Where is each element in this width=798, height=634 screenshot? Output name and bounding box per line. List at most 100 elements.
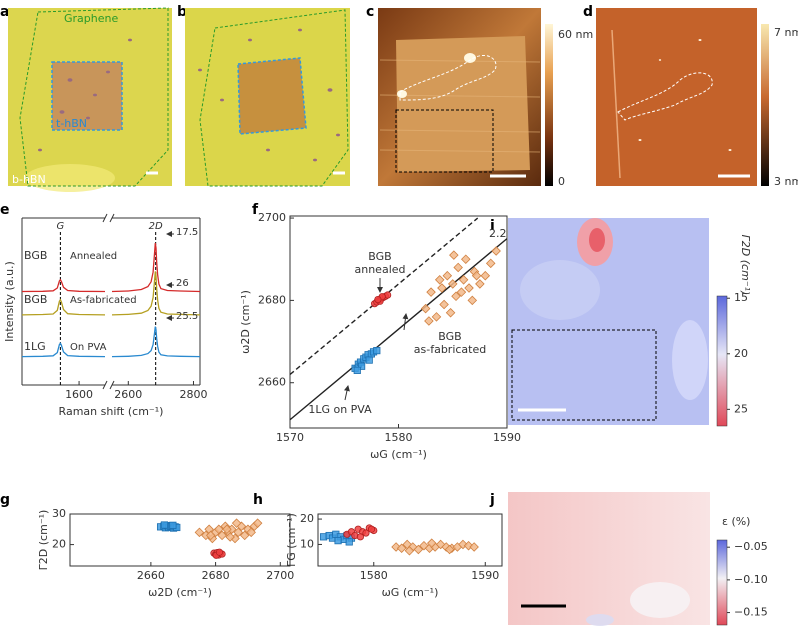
image-label: t-hBN [56, 117, 87, 130]
marker [391, 542, 401, 552]
series-label: BGB annealed [355, 250, 406, 276]
x-tick-label: 1600 [65, 388, 93, 401]
label-arrow [344, 385, 350, 401]
particle [266, 148, 270, 152]
spectrum-line [111, 326, 201, 358]
x-tick-label: 1580 [360, 569, 388, 582]
series-label: As-fabricated [70, 295, 137, 306]
glow [25, 164, 115, 192]
fwhm-label: 17.5 [176, 227, 198, 238]
marker [345, 538, 353, 546]
particle [93, 93, 97, 97]
marker [365, 356, 373, 364]
marker [225, 532, 235, 542]
sample-label: 1LG [24, 340, 46, 353]
sample-label: BGB [24, 249, 47, 262]
x-axis-label: ωG (cm⁻¹) [370, 448, 427, 461]
bubble-outline [617, 72, 713, 121]
series-label: On PVA [70, 342, 107, 353]
x-tick-label: 2800 [179, 388, 207, 401]
particle [198, 68, 202, 72]
marker [233, 527, 244, 538]
particle [59, 110, 65, 114]
series-label: 1LG on PVA [308, 403, 372, 416]
marker [222, 524, 232, 535]
peak-label: G [57, 221, 65, 232]
marker [449, 250, 459, 260]
marker [435, 539, 446, 550]
marker [194, 527, 205, 538]
marker [491, 246, 501, 256]
marker [413, 544, 424, 555]
marker [434, 275, 445, 285]
marker [480, 270, 491, 281]
marker [367, 525, 376, 533]
panel-label: f [252, 202, 259, 218]
marker [464, 283, 474, 293]
marker [444, 544, 455, 555]
sample-label: BGB [24, 293, 47, 306]
colorbar [716, 295, 728, 427]
colorbar-title: Γ2D (cm⁻¹) [739, 235, 752, 296]
fit-line [289, 238, 508, 421]
panel-label: i [490, 218, 495, 234]
colorbar-tick-label: 20 [734, 347, 748, 360]
spectrum-line [21, 278, 106, 293]
fwhm-label: 26 [176, 278, 189, 289]
image-label: Graphene [64, 12, 118, 25]
marker [231, 518, 242, 528]
marker [424, 316, 434, 326]
axis-break [102, 213, 108, 223]
marker [205, 530, 216, 541]
marker [442, 270, 453, 281]
marker [215, 548, 224, 556]
colorbar [716, 539, 728, 626]
marker [252, 518, 263, 528]
text-line: BGB [438, 330, 461, 343]
image-label: b-hBN [12, 173, 46, 186]
marker [420, 303, 431, 314]
colorbar-label: 3 nm [774, 175, 798, 188]
marker [453, 262, 463, 273]
text-line: annealed [355, 263, 406, 276]
particle [638, 138, 642, 142]
bubble [397, 90, 407, 98]
spectrum-line [21, 298, 106, 316]
marker [214, 524, 224, 535]
marker [471, 270, 482, 281]
map-patch [520, 260, 600, 320]
stripe [379, 59, 541, 63]
marker [451, 291, 461, 302]
colorbar-tick-label: −0.10 [734, 573, 768, 586]
y-axis-label: Intensity (a.u.) [3, 261, 16, 342]
peak-label: 2D [149, 221, 163, 232]
marker [169, 521, 177, 529]
marker [217, 530, 227, 541]
colorbar [761, 24, 769, 186]
marker [353, 366, 361, 374]
y-tick-label: 30 [52, 507, 66, 520]
region-box [395, 109, 494, 173]
y-tick-label: 20 [52, 538, 66, 551]
region-box [511, 329, 657, 421]
particle [86, 116, 90, 120]
marker [437, 283, 447, 293]
x-tick-label: 1590 [493, 431, 521, 444]
particle [327, 88, 333, 92]
map-patch [630, 582, 690, 618]
particle [220, 98, 224, 102]
marker [456, 287, 467, 297]
particle [658, 59, 662, 61]
particle [106, 70, 110, 74]
y-tick-label: 2680 [258, 293, 286, 306]
stripe [379, 129, 541, 133]
colorbar [545, 24, 553, 186]
plot-frame [69, 513, 291, 567]
y-tick-label: 10 [300, 537, 314, 550]
stripe [379, 149, 541, 153]
panel-label: j [489, 492, 495, 508]
panel-label: e [0, 202, 10, 218]
plot-frame [289, 215, 508, 429]
